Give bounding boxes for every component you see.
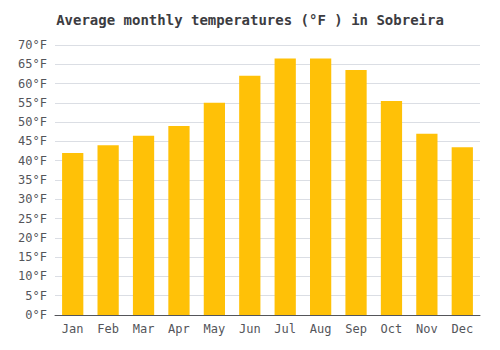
svg-text:Oct: Oct (381, 322, 403, 336)
svg-text:Feb: Feb (97, 322, 119, 336)
svg-text:Apr: Apr (168, 322, 190, 336)
svg-text:60°F: 60°F (18, 77, 47, 91)
svg-text:Jun: Jun (239, 322, 261, 336)
svg-text:65°F: 65°F (18, 57, 47, 71)
svg-text:Jan: Jan (62, 322, 84, 336)
svg-text:55°F: 55°F (18, 96, 47, 110)
svg-text:40°F: 40°F (18, 154, 47, 168)
svg-text:Average monthly temperatures (: Average monthly temperatures (°F ) in So… (56, 12, 444, 28)
svg-text:25°F: 25°F (18, 212, 47, 226)
svg-text:10°F: 10°F (18, 269, 47, 283)
svg-text:20°F: 20°F (18, 231, 47, 245)
svg-text:15°F: 15°F (18, 250, 47, 264)
svg-text:5°F: 5°F (25, 289, 47, 303)
svg-text:Jul: Jul (274, 322, 296, 336)
svg-text:30°F: 30°F (18, 192, 47, 206)
svg-text:70°F: 70°F (18, 38, 47, 52)
svg-text:0°F: 0°F (25, 308, 47, 322)
svg-text:Mar: Mar (133, 322, 155, 336)
svg-text:Nov: Nov (416, 322, 438, 336)
svg-text:35°F: 35°F (18, 173, 47, 187)
svg-text:45°F: 45°F (18, 134, 47, 148)
svg-text:May: May (204, 322, 226, 336)
svg-text:Aug: Aug (310, 322, 332, 336)
svg-text:Dec: Dec (451, 322, 473, 336)
svg-text:Sep: Sep (345, 322, 367, 336)
svg-text:50°F: 50°F (18, 115, 47, 129)
